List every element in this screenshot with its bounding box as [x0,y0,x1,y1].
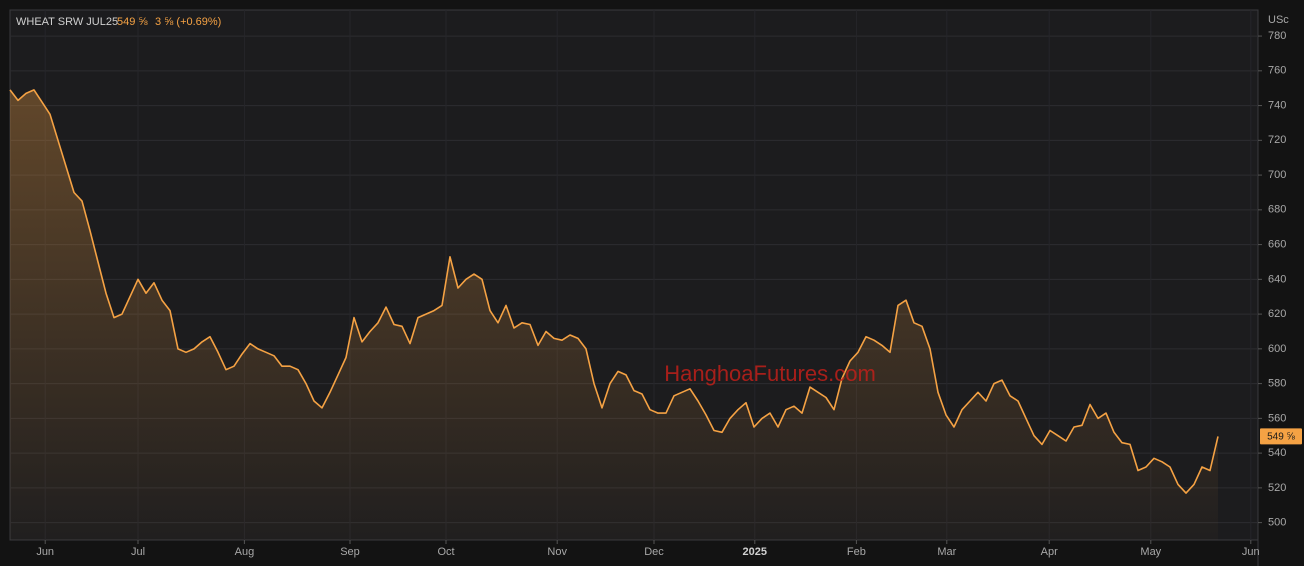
y-unit: USc [1268,14,1289,26]
x-tick-label: Jun [1242,546,1260,558]
y-tick-label: 600 [1268,343,1286,355]
y-tick-label: 620 [1268,308,1286,320]
x-tick-label: Mar [937,546,956,558]
x-tick-label: Oct [437,546,454,558]
y-tick-label: 680 [1268,204,1286,216]
line [9,89,1219,494]
y-tick-label: 760 [1268,65,1286,77]
x-tick-label: 2025 [743,546,767,558]
change: 3 ⅝ (+0.69%) [155,16,221,28]
y-tick-label: 740 [1268,99,1286,111]
y-tick-label: 660 [1268,238,1286,250]
x-tick-label: Dec [644,546,664,558]
x-tick-label: Feb [847,546,866,558]
price: 549 ⅝ [117,16,148,28]
price-tag-label: 549 ⅝ [1267,432,1295,443]
x-tick-label: Jun [36,546,54,558]
y-tick-label: 700 [1268,169,1286,181]
y-tick-label: 500 [1268,517,1286,529]
y-tick-label: 520 [1268,482,1286,494]
y-tick-label: 720 [1268,134,1286,146]
x-tick-label: Sep [340,546,360,558]
x-tick-label: May [1140,546,1161,558]
area [10,89,1218,541]
y-tick-label: 560 [1268,412,1286,424]
watermark: HanghoaFutures.com [664,361,876,386]
y-tick-label: 580 [1268,378,1286,390]
x-tick-label: Nov [547,546,567,558]
x-tick-label: Apr [1041,546,1058,558]
x-tick-label: Aug [235,546,255,558]
y-tick-label: 780 [1268,30,1286,42]
price-tag [1260,428,1302,445]
y-tick-label: 540 [1268,447,1286,459]
symbol: WHEAT SRW JUL25 [16,16,118,28]
y-tick-label: 640 [1268,273,1286,285]
x-tick-label: Jul [131,546,145,558]
